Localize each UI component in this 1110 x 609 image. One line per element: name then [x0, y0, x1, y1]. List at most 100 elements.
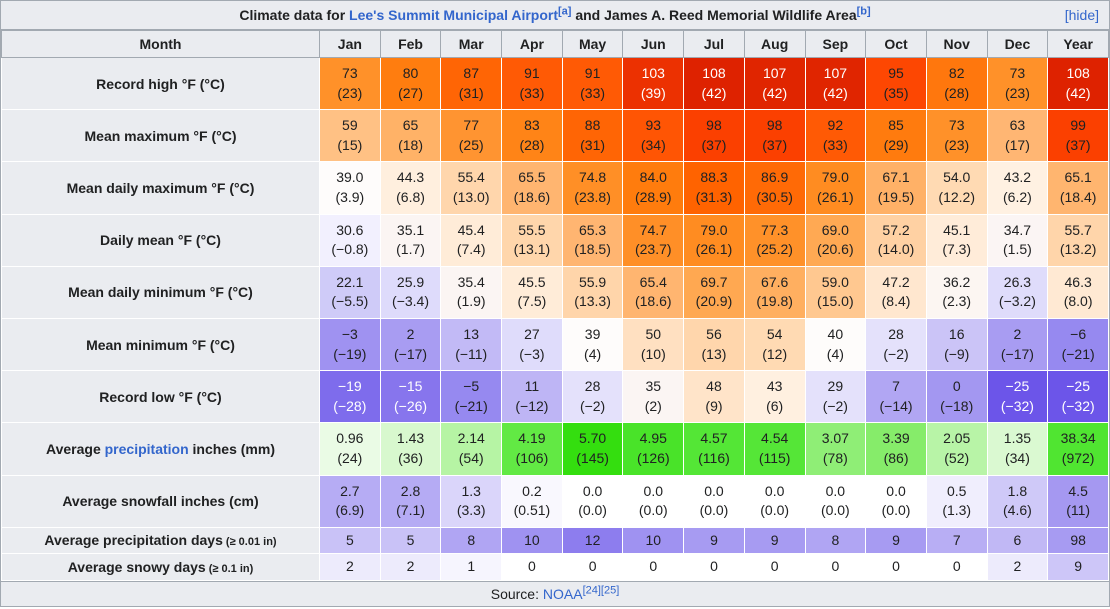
data-cell: 0: [622, 553, 685, 581]
row-label: Mean maximum °F (°C): [1, 109, 320, 163]
data-cell: 55.5 (13.1): [501, 213, 563, 267]
data-cell: −19 (−28): [319, 370, 381, 424]
hide-link[interactable]: [hide]: [1064, 7, 1099, 23]
data-cell: 73 (23): [986, 56, 1049, 111]
data-cell: 67.6 (19.8): [743, 265, 806, 319]
data-cell: 65.1 (18.4): [1047, 161, 1109, 215]
data-cell: 73 (23): [925, 109, 988, 163]
column-header: Jul: [683, 30, 745, 58]
table-row: Mean maximum °F (°C) 59 (15) 65 (18) 77 (25…: [1, 109, 1109, 163]
data-cell: 91 (33): [561, 56, 624, 111]
footnote-a-link[interactable]: [a]: [558, 5, 572, 18]
data-cell: 2.14 (54): [440, 422, 503, 476]
data-cell: 79.0 (26.1): [804, 161, 867, 215]
data-cell: 77 (25): [440, 109, 503, 163]
table-row: Average snowfall inches (cm) 2.7 (6.9) 2.8…: [1, 474, 1109, 528]
data-cell: 11 (−12): [501, 370, 563, 424]
data-cell: 4.19 (106): [501, 422, 563, 476]
data-cell: 0.0 (0.0): [622, 474, 685, 528]
data-cell: 0: [683, 553, 745, 581]
noaa-link[interactable]: NOAA: [542, 585, 583, 602]
data-cell: 35.1 (1.7): [379, 213, 442, 267]
data-cell: 65.3 (18.5): [561, 213, 624, 267]
data-cell: 44.3 (6.8): [379, 161, 442, 215]
source-prefix: Source:: [490, 585, 543, 602]
data-cell: 3.39 (86): [865, 422, 927, 476]
data-cell: 65 (18): [379, 109, 442, 163]
climate-table: Month Jan Feb Mar Apr May Jun Jul Aug Sep Oct Nov De…: [1, 30, 1109, 581]
source-ref-links[interactable]: [24][25]: [582, 584, 620, 597]
table-row: Mean minimum °F (°C) −3 (−19) 2 (−17) 13 (−…: [1, 317, 1109, 372]
data-cell: 55.7 (13.2): [1047, 213, 1109, 267]
row-label: Record high °F (°C): [1, 56, 320, 111]
data-cell: 0.96 (24): [319, 422, 381, 476]
data-cell: 48 (9): [683, 370, 745, 424]
data-cell: 27 (−3): [501, 317, 563, 372]
data-cell: 0.2 (0.51): [501, 474, 563, 528]
data-cell: 46.3 (8.0): [1047, 265, 1109, 319]
data-cell: 54 (12): [743, 317, 806, 372]
column-header: Jun: [622, 30, 685, 58]
data-cell: 98 (37): [683, 109, 745, 163]
column-header: Year: [1047, 30, 1109, 58]
data-cell: −6 (−21): [1047, 317, 1109, 372]
row-label: Average snowy days (≥ 0.1 in): [1, 553, 320, 581]
column-header: Sep: [804, 30, 867, 58]
data-cell: 0.0 (0.0): [865, 474, 927, 528]
data-cell: 88 (31): [561, 109, 624, 163]
row-label: Average snowfall inches (cm): [1, 474, 320, 528]
column-header: Feb: [379, 30, 442, 58]
data-cell: −5 (−21): [440, 370, 503, 424]
table-row: Daily mean °F (°C) 30.6 (−0.8) 35.1 (1.7) 4…: [1, 213, 1109, 267]
data-cell: 12: [561, 526, 624, 555]
data-cell: 65.4 (18.6): [622, 265, 685, 319]
data-cell: 25.9 (−3.4): [379, 265, 442, 319]
table-row: Record high °F (°C) 73 (23) 80 (27) 87 (31)…: [1, 56, 1109, 111]
data-cell: 98: [1047, 526, 1109, 555]
data-cell: 34.7 (1.5): [986, 213, 1049, 267]
data-cell: 0: [743, 553, 806, 581]
data-cell: 0: [925, 553, 988, 581]
data-cell: 1.43 (36): [379, 422, 442, 476]
data-cell: 30.6 (−0.8): [319, 213, 381, 267]
data-cell: 50 (10): [622, 317, 685, 372]
data-cell: 88.3 (31.3): [683, 161, 745, 215]
data-cell: 3.07 (78): [804, 422, 867, 476]
data-cell: 40 (4): [804, 317, 867, 372]
data-cell: 9: [865, 526, 927, 555]
data-cell: 9: [1047, 553, 1109, 581]
row-label: Mean daily minimum °F (°C): [1, 265, 320, 319]
airport-link[interactable]: Lee's Summit Municipal Airport: [349, 7, 558, 23]
data-cell: 9: [743, 526, 806, 555]
data-cell: 4.57 (116): [683, 422, 745, 476]
row-label: Daily mean °F (°C): [1, 213, 320, 267]
data-cell: 8: [440, 526, 503, 555]
column-header: Apr: [501, 30, 563, 58]
row-label-note: (≥ 0.01 in): [222, 536, 277, 549]
data-cell: 29 (−2): [804, 370, 867, 424]
data-cell: 77.3 (25.2): [743, 213, 806, 267]
row-label-text: inches (mm): [188, 440, 275, 457]
precipitation-link[interactable]: precipitation: [104, 440, 189, 457]
data-cell: 5.70 (145): [561, 422, 624, 476]
data-cell: 0.5 (1.3): [925, 474, 988, 528]
data-cell: 86.9 (30.5): [743, 161, 806, 215]
data-cell: 2: [379, 553, 442, 581]
footnote-b-link[interactable]: [b]: [856, 5, 871, 18]
data-cell: 9: [683, 526, 745, 555]
data-cell: 45.5 (7.5): [501, 265, 563, 319]
data-cell: 26.3 (−3.2): [986, 265, 1049, 319]
data-cell: 1: [440, 553, 503, 581]
data-cell: 84.0 (28.9): [622, 161, 685, 215]
title-text: Climate data for Lee's Summit Municipal …: [239, 5, 871, 23]
table-row: Record low °F (°C) −19 (−28) −15 (−26) −5 (…: [1, 370, 1109, 424]
data-cell: 2.7 (6.9): [319, 474, 381, 528]
data-cell: 36.2 (2.3): [925, 265, 988, 319]
row-label: Record low °F (°C): [1, 370, 320, 424]
data-cell: 56 (13): [683, 317, 745, 372]
data-cell: 108 (42): [1047, 56, 1109, 111]
data-cell: 57.2 (14.0): [865, 213, 927, 267]
column-header: Nov: [925, 30, 988, 58]
data-cell: 13 (−11): [440, 317, 503, 372]
data-cell: −3 (−19): [319, 317, 381, 372]
